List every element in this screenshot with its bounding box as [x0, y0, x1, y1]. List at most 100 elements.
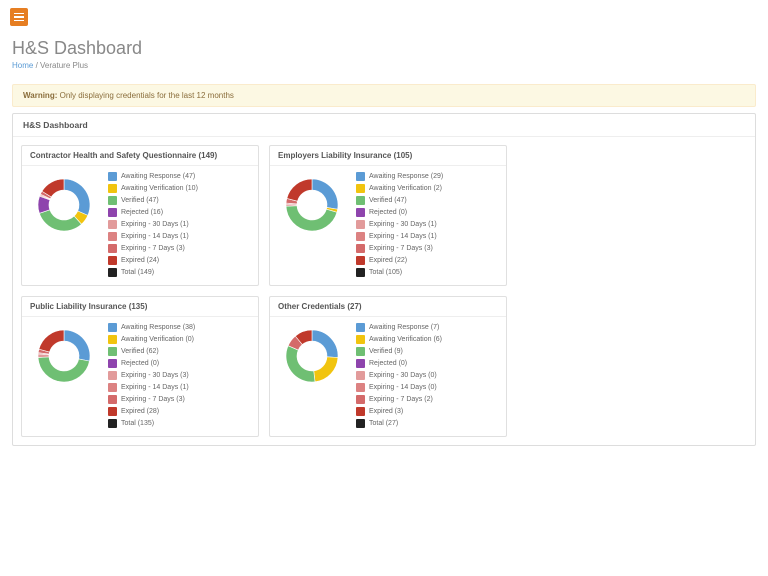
- swatch-rejected: [108, 208, 117, 217]
- legend-item-awaiting_response[interactable]: Awaiting Response (47): [108, 172, 252, 181]
- legend-label: Rejected (16): [121, 209, 163, 216]
- legend-label: Awaiting Verification (6): [369, 336, 442, 343]
- legend-item-awaiting_verification[interactable]: Awaiting Verification (10): [108, 184, 252, 193]
- swatch-expiring_30: [356, 371, 365, 380]
- card-title: Contractor Health and Safety Questionnai…: [22, 146, 258, 166]
- hamburger-menu-button[interactable]: [10, 8, 28, 26]
- warning-label: Warning:: [23, 91, 57, 100]
- legend-item-awaiting_verification[interactable]: Awaiting Verification (0): [108, 335, 252, 344]
- legend-item-expiring_7[interactable]: Expiring - 7 Days (3): [356, 244, 500, 253]
- swatch-awaiting_response: [356, 172, 365, 181]
- legend-item-rejected[interactable]: Rejected (0): [108, 359, 252, 368]
- swatch-expiring_30: [108, 220, 117, 229]
- swatch-rejected: [356, 359, 365, 368]
- legend-item-awaiting_verification[interactable]: Awaiting Verification (2): [356, 184, 500, 193]
- legend-label: Expiring - 14 Days (1): [369, 233, 437, 240]
- legend-label: Expired (28): [121, 408, 159, 415]
- card-title: Public Liability Insurance (135): [22, 297, 258, 317]
- legend-label: Awaiting Verification (10): [121, 185, 198, 192]
- legend-label: Expired (22): [369, 257, 407, 264]
- swatch-awaiting_verification: [108, 184, 117, 193]
- chart-legend: Awaiting Response (47) Awaiting Verifica…: [108, 172, 252, 277]
- swatch-verified: [356, 196, 365, 205]
- swatch-expiring_14: [356, 383, 365, 392]
- legend-label: Total (149): [121, 269, 154, 276]
- swatch-verified: [108, 347, 117, 356]
- dashboard-panel: H&S Dashboard Contractor Health and Safe…: [12, 113, 756, 446]
- legend-item-total[interactable]: Total (149): [108, 268, 252, 277]
- legend-item-expiring_14[interactable]: Expiring - 14 Days (0): [356, 383, 500, 392]
- swatch-awaiting_verification: [108, 335, 117, 344]
- legend-item-expiring_7[interactable]: Expiring - 7 Days (3): [108, 244, 252, 253]
- swatch-total: [356, 268, 365, 277]
- card-title: Employers Liability Insurance (105): [270, 146, 506, 166]
- swatch-expiring_7: [108, 244, 117, 253]
- legend-item-expiring_7[interactable]: Expiring - 7 Days (3): [108, 395, 252, 404]
- legend-label: Total (27): [369, 420, 398, 427]
- legend-item-rejected[interactable]: Rejected (0): [356, 208, 500, 217]
- legend-item-expiring_14[interactable]: Expiring - 14 Days (1): [108, 383, 252, 392]
- warning-alert: Warning: Only displaying credentials for…: [12, 84, 756, 107]
- legend-item-expired[interactable]: Expired (22): [356, 256, 500, 265]
- legend-label: Verified (9): [369, 348, 403, 355]
- legend-item-expired[interactable]: Expired (24): [108, 256, 252, 265]
- legend-item-expiring_14[interactable]: Expiring - 14 Days (1): [108, 232, 252, 241]
- legend-label: Expiring - 7 Days (3): [369, 245, 433, 252]
- legend-item-verified[interactable]: Verified (62): [108, 347, 252, 356]
- legend-label: Expiring - 14 Days (0): [369, 384, 437, 391]
- legend-item-expiring_14[interactable]: Expiring - 14 Days (1): [356, 232, 500, 241]
- swatch-expiring_14: [108, 383, 117, 392]
- swatch-expired: [356, 407, 365, 416]
- legend-label: Expiring - 14 Days (1): [121, 384, 189, 391]
- swatch-awaiting_response: [356, 323, 365, 332]
- donut-chart: [276, 323, 348, 385]
- legend-label: Expiring - 30 Days (3): [121, 372, 189, 379]
- legend-item-awaiting_response[interactable]: Awaiting Response (29): [356, 172, 500, 181]
- swatch-expiring_7: [108, 395, 117, 404]
- legend-item-expired[interactable]: Expired (28): [108, 407, 252, 416]
- legend-item-rejected[interactable]: Rejected (0): [356, 359, 500, 368]
- legend-label: Rejected (0): [121, 360, 159, 367]
- dashboard-card: Public Liability Insurance (135) Awaitin…: [21, 296, 259, 437]
- swatch-verified: [108, 196, 117, 205]
- legend-label: Total (135): [121, 420, 154, 427]
- legend-item-verified[interactable]: Verified (9): [356, 347, 500, 356]
- legend-item-expiring_7[interactable]: Expiring - 7 Days (2): [356, 395, 500, 404]
- legend-label: Expiring - 7 Days (2): [369, 396, 433, 403]
- legend-item-awaiting_verification[interactable]: Awaiting Verification (6): [356, 335, 500, 344]
- legend-label: Awaiting Response (29): [369, 173, 443, 180]
- legend-label: Expired (24): [121, 257, 159, 264]
- swatch-rejected: [356, 208, 365, 217]
- swatch-expiring_14: [356, 232, 365, 241]
- swatch-expiring_14: [108, 232, 117, 241]
- legend-label: Expired (3): [369, 408, 403, 415]
- swatch-rejected: [108, 359, 117, 368]
- legend-label: Rejected (0): [369, 209, 407, 216]
- legend-item-expired[interactable]: Expired (3): [356, 407, 500, 416]
- legend-item-total[interactable]: Total (135): [108, 419, 252, 428]
- legend-label: Awaiting Verification (0): [121, 336, 194, 343]
- legend-item-verified[interactable]: Verified (47): [108, 196, 252, 205]
- legend-label: Expiring - 7 Days (3): [121, 245, 185, 252]
- card-title: Other Credentials (27): [270, 297, 506, 317]
- donut-chart: [276, 172, 348, 234]
- legend-label: Verified (47): [369, 197, 407, 204]
- legend-item-expiring_30[interactable]: Expiring - 30 Days (1): [356, 220, 500, 229]
- breadcrumb-current: Verature Plus: [40, 61, 88, 70]
- swatch-expiring_7: [356, 244, 365, 253]
- legend-item-awaiting_response[interactable]: Awaiting Response (7): [356, 323, 500, 332]
- legend-item-awaiting_response[interactable]: Awaiting Response (38): [108, 323, 252, 332]
- legend-item-rejected[interactable]: Rejected (16): [108, 208, 252, 217]
- swatch-expired: [108, 407, 117, 416]
- legend-item-total[interactable]: Total (27): [356, 419, 500, 428]
- legend-item-expiring_30[interactable]: Expiring - 30 Days (3): [108, 371, 252, 380]
- legend-item-total[interactable]: Total (105): [356, 268, 500, 277]
- legend-item-expiring_30[interactable]: Expiring - 30 Days (0): [356, 371, 500, 380]
- breadcrumb-home-link[interactable]: Home: [12, 61, 33, 70]
- legend-label: Total (105): [369, 269, 402, 276]
- legend-item-expiring_30[interactable]: Expiring - 30 Days (1): [108, 220, 252, 229]
- legend-item-verified[interactable]: Verified (47): [356, 196, 500, 205]
- legend-label: Verified (47): [121, 197, 159, 204]
- legend-label: Awaiting Response (47): [121, 173, 195, 180]
- legend-label: Expiring - 14 Days (1): [121, 233, 189, 240]
